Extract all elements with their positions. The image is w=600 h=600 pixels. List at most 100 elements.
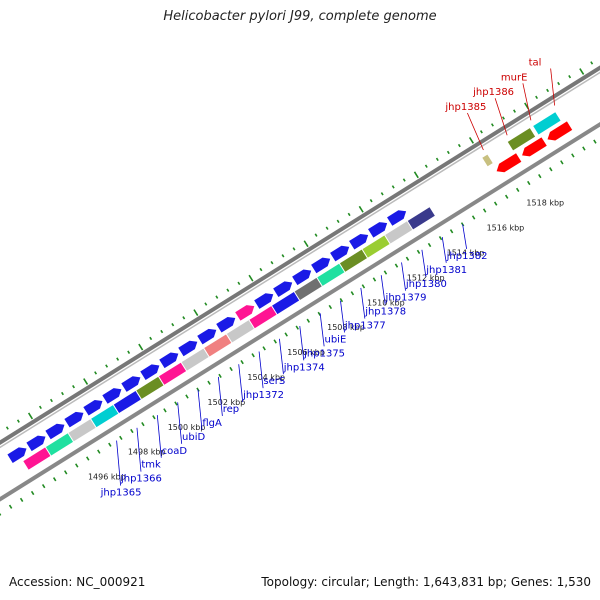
outer-tick <box>160 329 164 334</box>
gene-label-ubiD: ubiD <box>182 432 205 443</box>
forward-gene-arrow <box>26 435 46 452</box>
outer-tick <box>149 336 153 341</box>
inner-tick <box>538 173 542 179</box>
feature-block <box>136 376 164 399</box>
inner-tick <box>185 394 189 399</box>
gene-leader-line <box>299 326 305 361</box>
outer-tick <box>513 109 516 113</box>
gene-label-tmk: tmk <box>141 460 161 471</box>
outer-tick <box>446 150 450 155</box>
gene-label-serS: serS <box>263 376 285 387</box>
inner-tick <box>306 318 311 323</box>
gene-label-murE: murE <box>501 72 528 83</box>
gene-leader-line <box>462 224 468 249</box>
inner-tick <box>339 297 344 303</box>
outer-tick <box>435 157 439 162</box>
accession-text: Accession: NC_000921 <box>9 575 146 589</box>
gene-leader-line <box>522 83 532 121</box>
position-label: 1510 kbp <box>367 298 405 307</box>
feature-block <box>91 405 119 428</box>
forward-gene-arrow <box>197 328 217 345</box>
forward-gene-arrow <box>7 447 27 464</box>
forward-gene-arrow <box>64 411 84 428</box>
position-label: 1506 kbp <box>287 348 325 357</box>
feature-block <box>249 306 277 329</box>
inner-tick <box>504 194 509 199</box>
inner-tick <box>273 339 277 344</box>
outer-tick <box>391 185 395 189</box>
feature-block <box>272 292 300 315</box>
outer-tick <box>281 254 285 258</box>
reverse-gene-arrow <box>522 137 547 157</box>
outer-tick <box>490 123 494 127</box>
inner-tick <box>593 139 597 144</box>
outer-tick <box>270 260 274 265</box>
outer-tick <box>380 192 384 196</box>
reverse-strand-track <box>496 121 573 173</box>
position-label: 1512 kbp <box>407 273 445 282</box>
inner-tick <box>119 435 123 441</box>
inner-tick <box>284 332 288 337</box>
inner-tick <box>262 346 266 351</box>
outer-tick <box>215 295 219 299</box>
inner-tick <box>30 490 35 496</box>
inner-tick <box>571 153 575 158</box>
outer-tick <box>50 398 53 403</box>
inner-tick <box>560 160 564 165</box>
outer-tick <box>138 343 144 351</box>
outer-tick <box>259 267 263 272</box>
outer-tick <box>303 240 309 248</box>
forward-gene-arrow <box>292 269 312 286</box>
forward-strand-track <box>7 210 407 464</box>
inner-tick <box>515 187 520 193</box>
feature-block <box>407 207 435 230</box>
outer-tick <box>182 316 186 320</box>
inner-tick <box>527 180 531 186</box>
reverse-gene-arrow <box>496 153 522 173</box>
outer-tick <box>127 350 131 354</box>
outer-tick <box>402 178 406 182</box>
upper-gene-block <box>533 112 561 135</box>
outer-tick <box>358 205 364 213</box>
topology-text: Topology: circular; Length: 1,643,831 bp… <box>261 575 591 589</box>
inner-tick <box>240 359 244 365</box>
inner-tick <box>416 249 421 255</box>
inner-tick <box>63 470 68 475</box>
inner-tick <box>361 284 366 289</box>
outer-tick <box>479 130 483 134</box>
inner-tick <box>549 167 553 172</box>
gene-leader-line <box>380 275 386 305</box>
gene-leader-line <box>494 98 508 136</box>
outer-tick <box>226 288 230 292</box>
feature-block <box>226 320 254 343</box>
gene-leader-line <box>156 415 162 458</box>
inner-tick <box>75 463 79 468</box>
outer-tick <box>193 309 199 316</box>
gene-label-coaD: coaD <box>162 446 188 457</box>
outer-tick <box>83 378 89 385</box>
forward-gene-arrow <box>159 352 179 369</box>
upper-track <box>482 112 561 167</box>
gene-leader-line <box>177 402 183 444</box>
forward-gene-arrow <box>121 376 141 392</box>
gene-leader-line <box>116 440 122 486</box>
feature-block <box>68 419 96 442</box>
outer-tick <box>94 371 98 375</box>
gene-leader-line <box>421 249 427 277</box>
outer-tick <box>325 226 329 230</box>
position-labels: 1496 kbp 1498 kbp 1500 kbp 1502 kbp 1504 kbp… <box>88 199 564 482</box>
outer-tick <box>204 302 208 306</box>
gene-label-rep: rep <box>223 404 239 415</box>
gene-label-ubiE: ubiE <box>324 334 346 345</box>
inner-tick <box>482 208 487 213</box>
feature-block <box>385 221 413 244</box>
position-label: 1504 kbp <box>247 373 285 382</box>
gene-label-jhp1365: jhp1365 <box>100 488 142 499</box>
genome-backbone <box>0 65 600 502</box>
inner-tick <box>328 304 333 310</box>
gene-label-jhp1381: jhp1381 <box>425 265 467 276</box>
gene-leader-line <box>550 68 556 106</box>
outer-tick <box>579 68 585 75</box>
